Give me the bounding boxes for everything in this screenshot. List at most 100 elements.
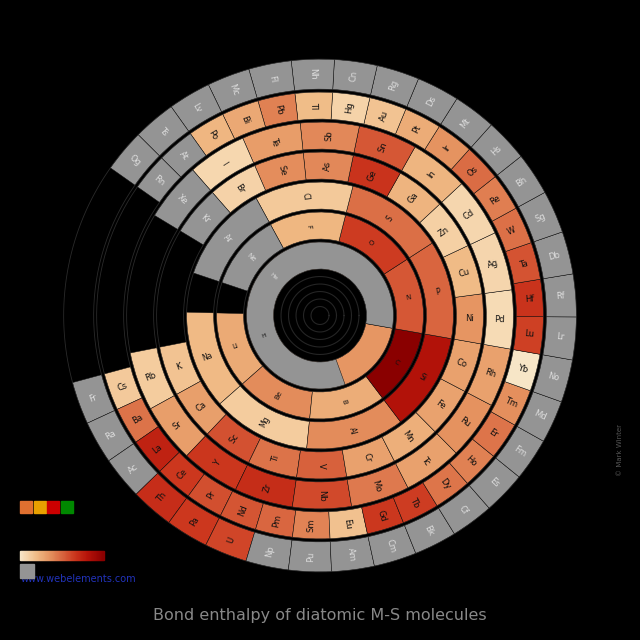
Wedge shape — [382, 412, 435, 461]
Bar — [78, 551, 79, 559]
Text: Ds: Ds — [425, 94, 438, 108]
Text: I: I — [220, 160, 228, 167]
Text: Cr: Cr — [361, 452, 372, 464]
Bar — [21, 551, 22, 559]
Wedge shape — [517, 392, 561, 441]
Wedge shape — [220, 386, 309, 448]
Wedge shape — [416, 379, 465, 431]
Bar — [38, 551, 40, 559]
Bar — [53, 551, 54, 559]
Bar — [86, 551, 87, 559]
Text: He: He — [269, 272, 279, 282]
Bar — [47, 551, 48, 559]
Text: F: F — [305, 224, 312, 228]
Wedge shape — [442, 184, 495, 244]
Bar — [60, 551, 61, 559]
Wedge shape — [407, 79, 457, 124]
Bar — [103, 551, 104, 559]
Wedge shape — [160, 342, 200, 394]
Wedge shape — [410, 243, 453, 339]
Text: Tb: Tb — [408, 496, 421, 509]
Text: No: No — [547, 371, 560, 383]
Wedge shape — [249, 61, 294, 98]
Bar — [100, 551, 102, 559]
Bar — [102, 551, 103, 559]
Wedge shape — [154, 170, 211, 229]
Text: Yb: Yb — [516, 364, 529, 375]
Text: Nh: Nh — [308, 68, 318, 80]
Wedge shape — [258, 93, 298, 127]
Text: Tl: Tl — [310, 102, 319, 109]
Text: © Mark Winter: © Mark Winter — [617, 424, 623, 476]
Text: www.webelements.com: www.webelements.com — [20, 574, 136, 584]
Wedge shape — [331, 93, 370, 124]
Text: Bi: Bi — [239, 114, 251, 125]
Wedge shape — [221, 492, 263, 529]
Wedge shape — [441, 99, 492, 147]
Text: Mg: Mg — [259, 415, 272, 429]
Text: U: U — [226, 536, 236, 545]
Bar — [61, 551, 62, 559]
Wedge shape — [362, 498, 403, 534]
Text: Ga: Ga — [406, 191, 420, 205]
Bar — [77, 551, 78, 559]
Text: B: B — [341, 399, 348, 405]
Bar — [72, 551, 73, 559]
Bar — [20, 551, 21, 559]
Wedge shape — [307, 401, 401, 449]
Bar — [29, 551, 30, 559]
Bar — [54, 551, 56, 559]
Text: Re: Re — [488, 193, 502, 206]
Text: Sc: Sc — [228, 432, 241, 445]
Text: Ra: Ra — [103, 428, 117, 442]
Text: Os: Os — [466, 164, 480, 179]
Wedge shape — [190, 115, 234, 156]
Wedge shape — [138, 107, 189, 156]
Bar — [49, 551, 51, 559]
Bar — [22, 551, 24, 559]
Text: Fe: Fe — [434, 398, 447, 411]
Text: K: K — [175, 362, 183, 372]
Text: Al: Al — [347, 426, 358, 436]
Wedge shape — [451, 149, 495, 193]
Text: Nd: Nd — [236, 504, 249, 518]
Wedge shape — [188, 474, 232, 515]
Wedge shape — [246, 242, 394, 389]
Text: Hg: Hg — [344, 101, 355, 114]
Wedge shape — [384, 334, 451, 422]
Text: Fr: Fr — [88, 392, 99, 404]
Text: Ho: Ho — [464, 454, 479, 468]
Wedge shape — [396, 434, 456, 488]
Bar — [20, 564, 34, 577]
Text: Th: Th — [155, 491, 168, 504]
Text: H: H — [260, 333, 267, 339]
Text: Br: Br — [234, 182, 246, 195]
Bar — [95, 551, 96, 559]
Bar — [33, 551, 34, 559]
Bar — [56, 551, 57, 559]
Circle shape — [275, 271, 365, 360]
Wedge shape — [271, 212, 346, 248]
Bar — [67, 551, 68, 559]
Text: Np: Np — [264, 545, 276, 558]
Text: Rn: Rn — [152, 173, 166, 188]
Text: Pb: Pb — [273, 104, 284, 116]
Bar — [90, 551, 91, 559]
Text: Be: Be — [275, 390, 284, 401]
Text: O: O — [369, 239, 376, 246]
Wedge shape — [117, 398, 158, 442]
Bar — [92, 551, 93, 559]
Bar — [28, 551, 29, 559]
Bar — [46, 551, 47, 559]
Wedge shape — [449, 439, 493, 483]
Bar — [96, 551, 97, 559]
Wedge shape — [534, 232, 573, 278]
Text: Zn: Zn — [437, 225, 451, 238]
Bar — [80, 551, 81, 559]
Bar — [58, 551, 59, 559]
Text: V: V — [317, 463, 326, 468]
Bar — [36, 551, 37, 559]
Wedge shape — [193, 138, 253, 190]
Wedge shape — [136, 474, 186, 522]
Wedge shape — [329, 508, 367, 539]
